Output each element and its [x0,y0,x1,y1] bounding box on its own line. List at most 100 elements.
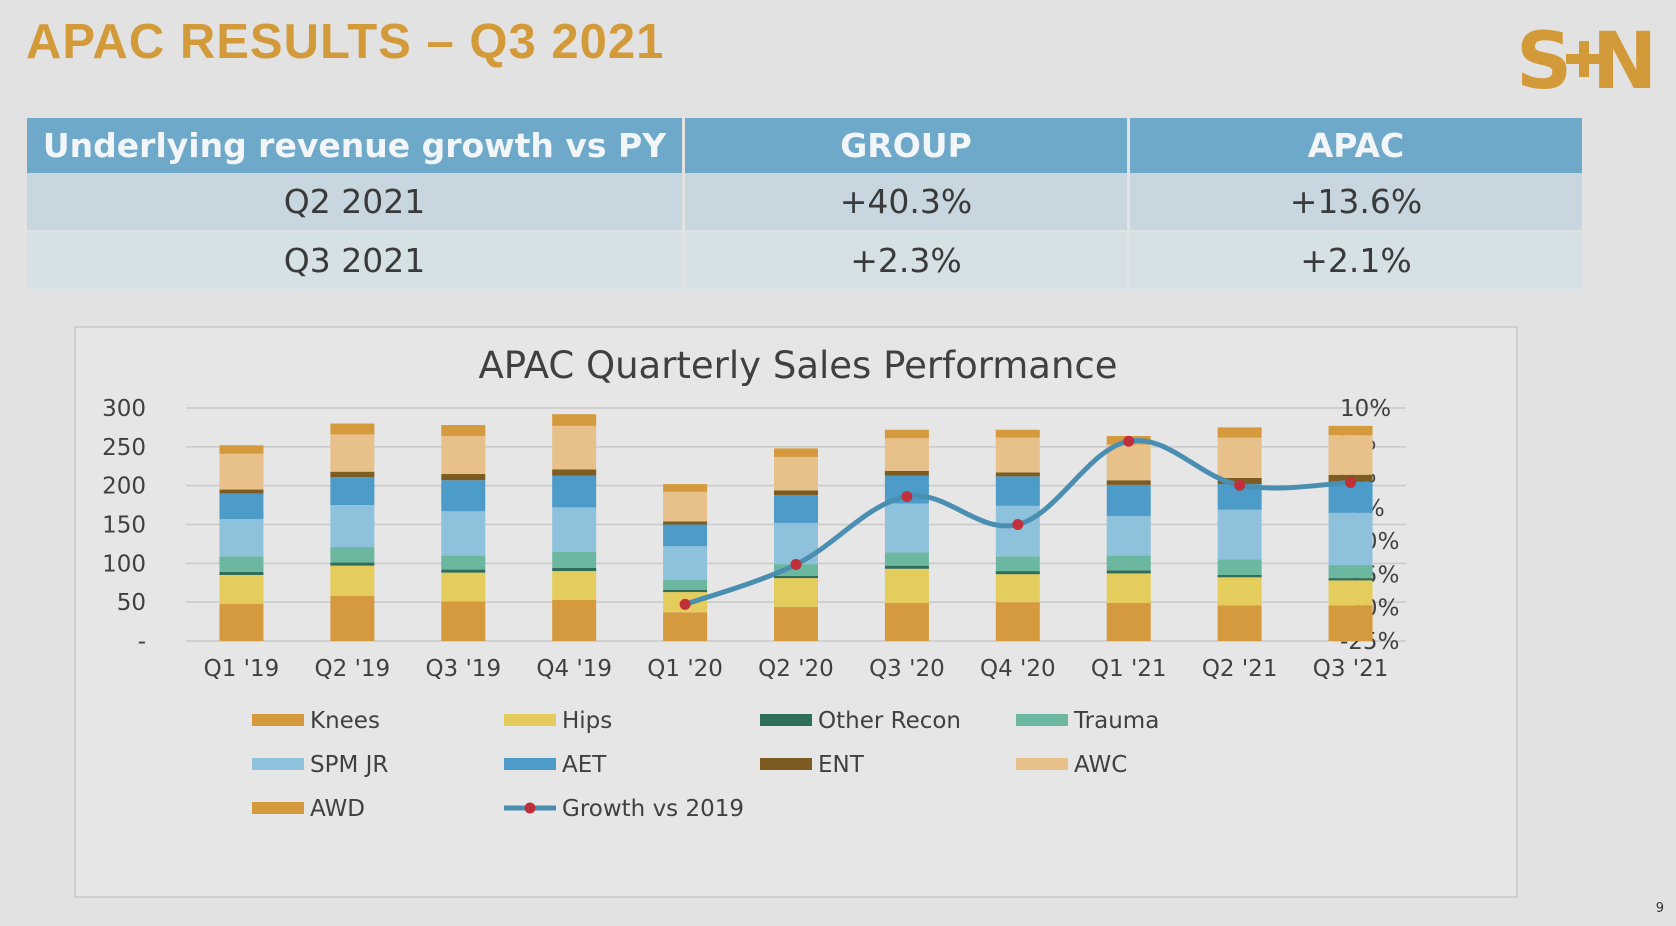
bar-segment [1328,564,1373,579]
x-tick-label: Q3 '19 [425,656,501,682]
legend-label: Other Recon [818,708,961,734]
legend-swatch [760,714,812,726]
legend-label: Knees [310,708,380,734]
legend-swatch [504,758,556,770]
bar-segment [219,445,264,454]
x-tick-label: Q1 '21 [1091,656,1167,682]
bar-segment [330,595,375,641]
bar-segment [219,574,264,604]
legend-swatch [760,758,812,770]
bar-segment [774,448,818,457]
legend-swatch [252,802,304,814]
bar-segment [219,453,264,490]
bar-segment [774,456,818,491]
bar-segment [330,471,375,478]
legend-marker [524,802,536,814]
bar-segment [884,568,929,603]
page-title: APAC RESULTS – Q3 2021 [26,15,665,69]
bar-segment [774,606,818,641]
bar-segment [552,551,597,568]
svg-text:S: S [1516,17,1572,106]
y2-tick-label: 10% [1340,396,1391,422]
x-tick-label: Q3 '20 [869,656,945,682]
bar-segment [330,423,375,435]
table-row: Q2 2021 +40.3% +13.6% [27,173,1585,232]
company-logo: S N [1516,17,1657,106]
legend-label: AET [562,752,607,778]
table-cell: +2.1% [1128,231,1585,289]
legend-swatch [252,758,304,770]
bar-segment [1328,580,1373,606]
bar-segment [1217,605,1262,641]
bar-segment [1106,573,1151,603]
bar-segment [441,555,486,570]
bar-segment [219,489,264,494]
legend-swatch [1016,714,1068,726]
table-row: Q3 2021 +2.3% +2.1% [27,231,1585,289]
bar-segment [995,472,1040,477]
bar-segment [663,524,708,547]
bar-segment [995,571,1040,575]
legend-swatch [504,714,556,726]
bar-segment [995,429,1040,438]
bar-segment [552,571,597,600]
y-tick-label: - [138,629,146,655]
bar-segment [663,521,708,525]
legend-label: SPM JR [310,752,388,778]
table-header-cell: Underlying revenue growth vs PY [27,118,685,173]
bar-segment [884,503,929,553]
x-tick-label: Q1 '19 [204,656,280,682]
bar-segment [1106,570,1151,574]
bar-segment [884,470,929,476]
bar-segment [884,602,929,641]
growth-marker [790,558,802,570]
table-cell: Q2 2021 [27,173,685,232]
chart-svg: APAC Quarterly Sales Performance - 50 100 1… [102,344,1406,822]
legend-label: Growth vs 2019 [562,796,744,822]
bar-segment [1328,435,1373,475]
legend-label: Trauma [1073,708,1159,734]
bar-segment [441,474,486,481]
x-tick-label: Q1 '20 [647,656,723,682]
y-tick-label: 150 [102,513,146,539]
bar-segment [663,491,708,522]
bar-segment [1217,509,1262,560]
bar-segment [441,572,486,602]
x-tick-label: Q2 '19 [315,656,391,682]
legend-label: AWC [1074,752,1127,778]
bar-segment [330,562,375,566]
y-tick-label: 300 [102,396,146,422]
table-cell: +13.6% [1128,173,1585,232]
table-cell: +40.3% [683,173,1130,232]
bar-segment [441,425,486,436]
bar-segment [330,505,375,548]
growth-marker [1123,435,1135,447]
table-cell: Q3 2021 [27,231,685,289]
bar-segment [552,475,597,508]
legend-swatch [1016,758,1068,770]
bar-segment [663,579,708,590]
bar-segment [1106,515,1151,556]
bar-segment [1217,437,1262,478]
sales-chart: APAC Quarterly Sales Performance - 50 100 1… [74,326,1518,898]
x-tick-label: Q4 '20 [980,656,1056,682]
slide-number: 9 [1655,901,1664,916]
bar-segment [219,571,264,575]
bar-segment [552,425,597,470]
bar-segment [1106,484,1151,516]
bar-segment [552,507,597,552]
bar-segment [1328,512,1373,565]
x-tick-label: Q3 '21 [1313,656,1389,682]
legend-label: ENT [818,752,865,778]
bar-segment [774,490,818,495]
bar-segment [330,477,375,506]
bar-segment [330,565,375,596]
growth-table: Underlying revenue growth vs PY GROUP AP… [27,118,1585,289]
y-tick-label: 250 [102,435,146,461]
bar-segment [1217,577,1262,606]
bar-segment [663,589,708,593]
table-header-cell: APAC [1128,118,1585,173]
bar-segment [995,602,1040,641]
bar-segment [1106,602,1151,641]
x-tick-label: Q2 '21 [1202,656,1278,682]
